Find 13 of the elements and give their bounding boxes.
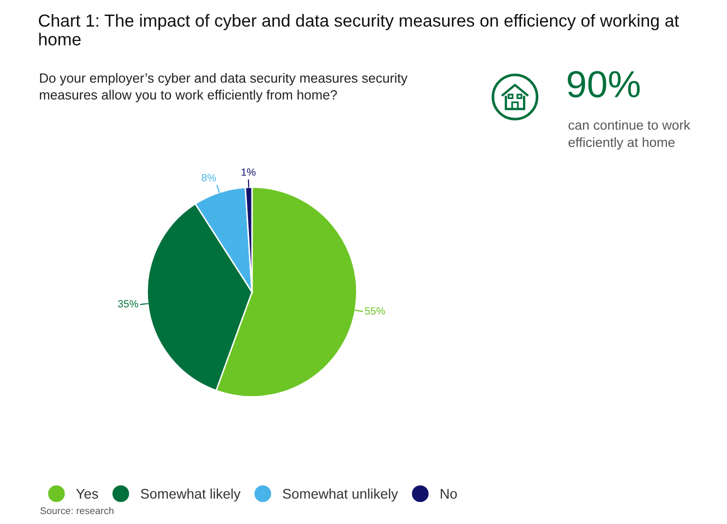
text: can continue to work efficiently at home [568,120,690,150]
legend-label: No [440,489,457,499]
legend-label: Somewhat unlikely [282,488,398,502]
data-label: 1% [242,168,256,176]
chart-title: Chart 1: The impact of cyber and data security measures on efficiency of working at home [38,14,679,46]
text: 90% [568,70,640,98]
source-note: Source: research [40,507,114,514]
data-label: 35% [118,300,138,308]
legend-label: Yes [76,489,98,499]
legend-label: Somewhat likely [140,488,241,502]
data-label: 8% [202,174,216,182]
chart-subtitle: Do your employer’s cyber and data security measures security measures allow you to work efficiently from home? [40,73,408,102]
data-label: 55% [364,307,385,315]
